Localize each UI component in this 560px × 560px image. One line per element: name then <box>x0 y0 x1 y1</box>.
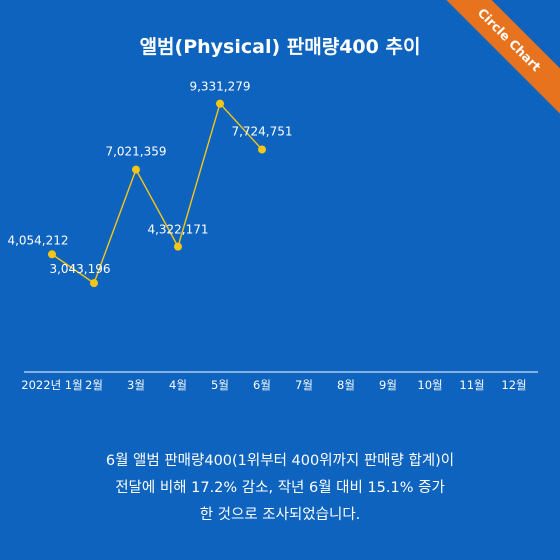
data-point <box>216 99 224 108</box>
data-point <box>90 279 98 288</box>
x-tick-label: 12월 <box>501 378 526 392</box>
data-point <box>132 165 140 174</box>
x-tick-label: 9월 <box>379 378 397 392</box>
x-tick-label: 6월 <box>253 378 271 392</box>
x-tick-label: 5월 <box>211 378 229 392</box>
x-tick-label: 2022년 1월 <box>21 378 82 392</box>
caption-line-3: 한 것으로 조사되었습니다. <box>199 506 361 523</box>
chart-title: 앨범(Physical) 판매량400 추이 <box>139 36 421 58</box>
caption-line-1: 6월 앨범 판매량400(1위부터 400위까지 판매량 합계)이 <box>105 453 455 469</box>
data-label: 9,331,279 <box>189 80 250 94</box>
x-tick-label: 7월 <box>295 378 313 392</box>
data-label: 7,724,751 <box>231 124 292 138</box>
series-line <box>51 102 263 285</box>
data-point <box>48 250 56 259</box>
data-label: 4,054,212 <box>7 233 68 247</box>
caption: 6월 앨범 판매량400(1위부터 400위까지 판매량 합계)이 전달에 비해… <box>0 448 560 528</box>
data-label: 3,043,196 <box>49 262 110 276</box>
data-point <box>258 145 266 154</box>
line-chart: 2022년 1월 2월 3월 4월 5월 6월 7월 8월 9월 10월 11월 12월 4,054,2… <box>7 80 538 392</box>
x-tick-label: 4월 <box>169 378 187 392</box>
caption-line-2: 전달에 비해 17.2% 감소, 작년 6월 대비 15.1% 증가 <box>115 479 445 496</box>
x-tick-label: 8월 <box>337 378 355 392</box>
x-tick-label: 3월 <box>127 378 145 392</box>
data-point <box>174 242 182 251</box>
data-label: 7,021,359 <box>105 145 166 159</box>
data-label: 4,322,171 <box>147 223 208 237</box>
x-tick-label: 10월 <box>417 378 442 392</box>
x-tick-label: 2월 <box>85 378 103 392</box>
x-tick-label: 11월 <box>459 378 484 392</box>
